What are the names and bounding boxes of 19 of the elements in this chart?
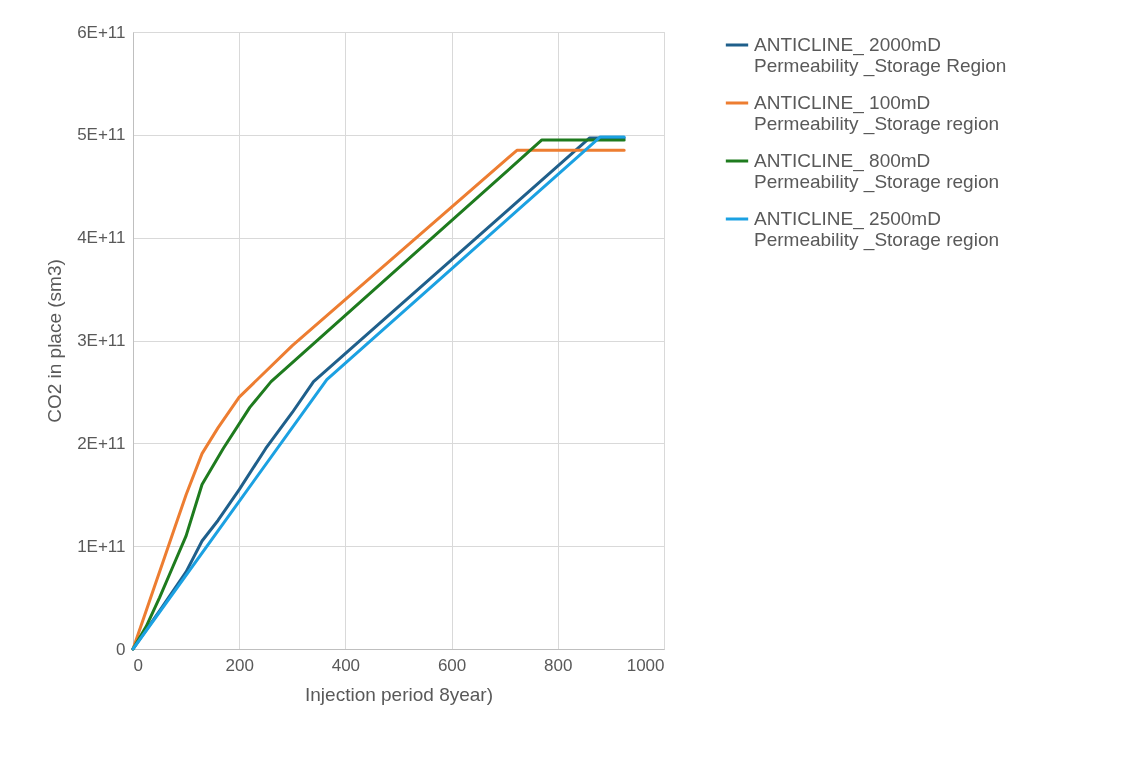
y-tick-label: 4E+11 bbox=[77, 228, 126, 248]
legend-label: ANTICLINE_ 2000mD Permeability _Storage Region bbox=[754, 34, 1007, 77]
x-tick-label: 200 bbox=[225, 655, 254, 675]
y-tick-label: 2E+11 bbox=[77, 433, 126, 453]
y-tick-label: 6E+11 bbox=[77, 22, 126, 42]
x-tick-label: 600 bbox=[437, 655, 467, 675]
y-tick-label: 5E+11 bbox=[77, 125, 126, 145]
legend-label: ANTICLINE_ 2500mD Permeability _Storage region bbox=[754, 208, 1000, 251]
legend-label: ANTICLINE_ 800mD Permeability _Storage region bbox=[754, 150, 1000, 193]
x-tick-label: 1000 bbox=[626, 655, 665, 675]
x-tick-label: 400 bbox=[331, 655, 361, 675]
y-axis-title: CO2 in place (sm3) bbox=[44, 259, 66, 423]
legend-label: ANTICLINE_ 100mD Permeability _Storage region bbox=[754, 92, 1000, 135]
x-axis-title: Injection period 8year) bbox=[305, 683, 493, 705]
y-tick-label: 0 bbox=[116, 639, 126, 659]
y-tick-label: 3E+11 bbox=[77, 331, 126, 350]
y-tick-label: 1E+11 bbox=[77, 536, 126, 556]
x-tick-label: 800 bbox=[544, 655, 573, 675]
x-tick-label: 0 bbox=[133, 655, 143, 675]
